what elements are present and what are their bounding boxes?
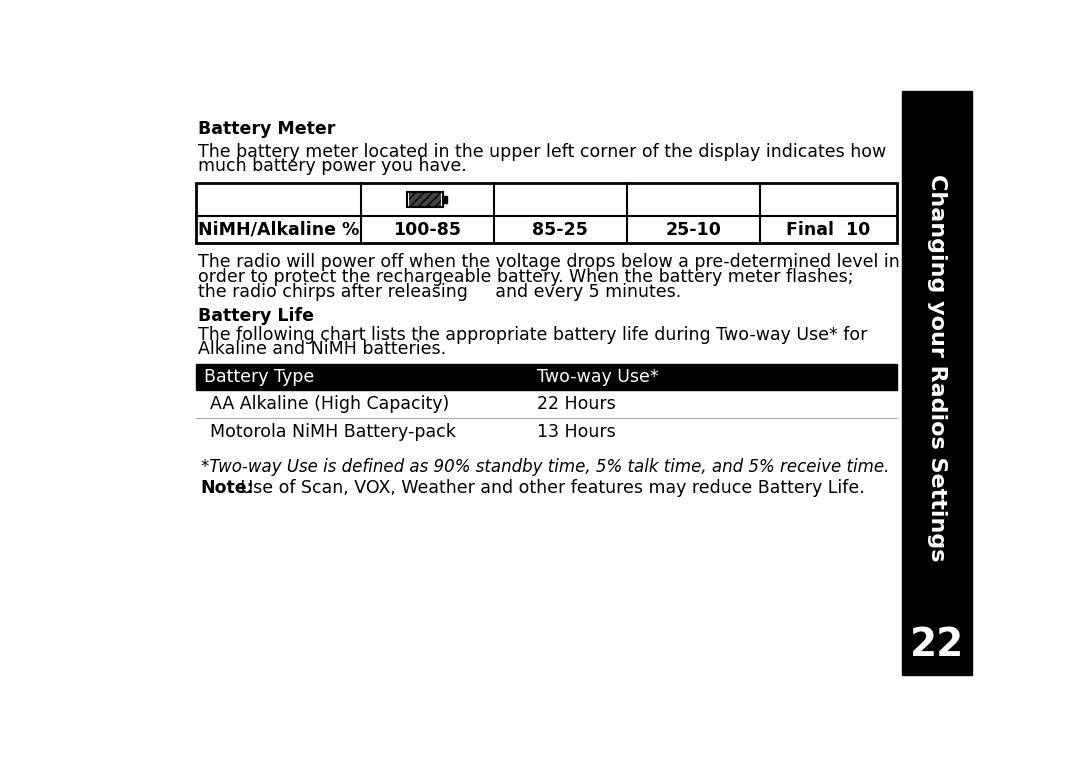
Text: 13 Hours: 13 Hours xyxy=(537,423,616,441)
Text: Battery Meter: Battery Meter xyxy=(198,121,335,138)
Text: The radio will power off when the voltage drops below a pre-determined level in: The radio will power off when the voltag… xyxy=(198,253,900,271)
Text: 22: 22 xyxy=(910,626,964,664)
Text: 25-10: 25-10 xyxy=(665,221,721,239)
Text: Use of Scan, VOX, Weather and other features may reduce Battery Life.: Use of Scan, VOX, Weather and other feat… xyxy=(235,479,865,497)
Text: NiMH/Alkaline %: NiMH/Alkaline % xyxy=(198,221,360,239)
Bar xyxy=(443,196,447,203)
Bar xyxy=(408,193,441,205)
Bar xyxy=(408,193,441,205)
Text: much battery power you have.: much battery power you have. xyxy=(198,157,467,175)
Text: Battery Life: Battery Life xyxy=(198,306,314,324)
Text: Two-way Use*: Two-way Use* xyxy=(537,368,658,387)
Text: Note:: Note: xyxy=(201,479,255,497)
Text: Motorola NiMH Battery-pack: Motorola NiMH Battery-pack xyxy=(211,423,456,441)
Text: order to protect the rechargeable battery. When the battery meter flashes;      : order to protect the rechargeable batter… xyxy=(198,268,908,286)
Text: Alkaline and NiMH batteries.: Alkaline and NiMH batteries. xyxy=(198,340,446,359)
Text: 22 Hours: 22 Hours xyxy=(537,396,616,413)
Text: *Two-way Use is defined as 90% standby time, 5% talk time, and 5% receive time.: *Two-way Use is defined as 90% standby t… xyxy=(201,459,889,476)
Text: 100-85: 100-85 xyxy=(393,221,461,239)
Bar xyxy=(197,183,896,243)
Text: The battery meter located in the upper left corner of the display indicates how: The battery meter located in the upper l… xyxy=(198,143,886,161)
Text: 85-25: 85-25 xyxy=(532,221,589,239)
Text: Changing your Radios Settings: Changing your Radios Settings xyxy=(927,174,947,561)
Bar xyxy=(407,192,443,207)
Text: Battery Type: Battery Type xyxy=(204,368,314,387)
Text: AA Alkaline (High Capacity): AA Alkaline (High Capacity) xyxy=(211,396,449,413)
Text: Final  10: Final 10 xyxy=(786,221,870,239)
Bar xyxy=(197,365,896,390)
Text: the radio chirps after releasing     and every 5 minutes.: the radio chirps after releasing and eve… xyxy=(198,283,681,301)
Bar xyxy=(902,91,972,675)
Text: The following chart lists the appropriate battery life during Two-way Use* for: The following chart lists the appropriat… xyxy=(198,326,867,344)
